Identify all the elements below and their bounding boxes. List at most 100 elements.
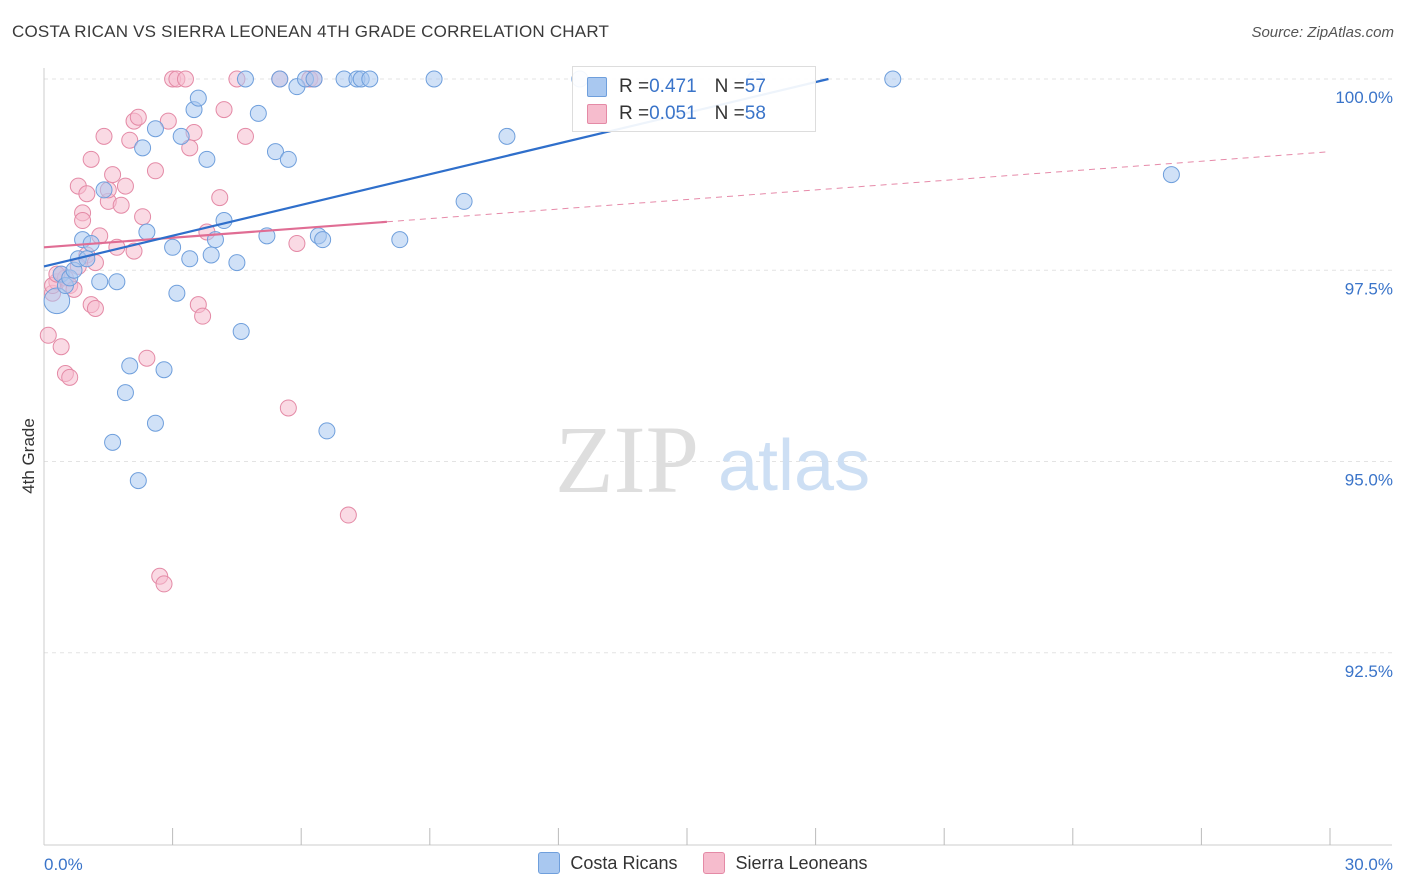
costa-rican-point bbox=[425, 70, 443, 88]
costa-rican-point bbox=[391, 231, 409, 249]
sierra-leonean-point bbox=[82, 150, 100, 168]
series-legend: Costa Ricans Sierra Leoneans bbox=[0, 852, 1406, 874]
costa-rican-point bbox=[305, 70, 323, 88]
sierra-leonean-point bbox=[138, 349, 156, 367]
sierra-leonean-point bbox=[74, 212, 92, 230]
costa-rican-point bbox=[164, 238, 182, 256]
stats-legend: R = 0.471 N = 57 R = 0.051 N = 58 bbox=[572, 66, 816, 132]
costa-rican-point bbox=[78, 250, 96, 268]
costa-rican-point bbox=[198, 150, 216, 168]
x-tick-label: 0.0% bbox=[44, 855, 83, 874]
costa-rican-point bbox=[1162, 166, 1180, 184]
costa-rican-point bbox=[189, 89, 207, 107]
costa-rican-point bbox=[314, 231, 332, 249]
legend-r-label: R = bbox=[619, 76, 650, 97]
legend-n-label: N = bbox=[714, 103, 745, 124]
costa-rican-point bbox=[121, 357, 139, 375]
costa-rican-point bbox=[138, 223, 156, 241]
costa-rican-point bbox=[498, 127, 516, 145]
legend-r-value: 0.471 bbox=[649, 76, 697, 97]
y-tick-label: 95.0% bbox=[1345, 471, 1393, 490]
chart-title: COSTA RICAN VS SIERRA LEONEAN 4TH GRADE … bbox=[12, 22, 610, 41]
costa-rican-point bbox=[318, 422, 336, 440]
sierra-leonean-point bbox=[129, 108, 147, 126]
x-tick-label: 30.0% bbox=[1345, 855, 1393, 874]
legend-row-sierra-leoneans: R = 0.051 N = 58 bbox=[587, 102, 766, 126]
costa-rican-point bbox=[91, 273, 109, 291]
costa-rican-point bbox=[236, 70, 254, 88]
legend-swatch-blue bbox=[538, 852, 561, 874]
costa-rican-point bbox=[271, 70, 289, 88]
legend-r-value: 0.051 bbox=[649, 103, 697, 124]
costa-rican-point bbox=[266, 143, 284, 161]
costa-rican-point bbox=[361, 70, 379, 88]
sierra-leonean-point bbox=[134, 208, 152, 226]
costa-rican-point bbox=[232, 322, 250, 340]
y-axis-title: 4th Grade bbox=[19, 418, 38, 494]
legend-n-label: N = bbox=[714, 76, 745, 97]
costa-rican-point bbox=[249, 104, 267, 122]
legend-n-value: 58 bbox=[744, 103, 766, 124]
legend-swatch-blue bbox=[587, 77, 607, 97]
legend-row-costa-ricans: R = 0.471 N = 57 bbox=[587, 75, 766, 99]
sierra-leonean-point bbox=[211, 189, 229, 207]
sierra-leonean-point bbox=[39, 326, 57, 344]
legend-item-costa-ricans[interactable]: Costa Ricans bbox=[538, 852, 677, 874]
costa-rican-point bbox=[215, 212, 233, 230]
y-tick-label: 100.0% bbox=[1335, 88, 1393, 107]
sierra-leonean-point bbox=[125, 242, 143, 260]
legend-label-costa-ricans: Costa Ricans bbox=[570, 852, 678, 873]
sierra-leonean-point bbox=[104, 166, 122, 184]
sierra-leonean-point bbox=[121, 131, 139, 149]
costa-rican-point bbox=[129, 472, 147, 490]
legend-swatch-pink bbox=[703, 852, 726, 874]
sierra-leonean-point bbox=[155, 575, 173, 593]
y-tick-label: 97.5% bbox=[1345, 279, 1393, 298]
sierra-leonean-point bbox=[78, 185, 96, 203]
sierra-leonean-point bbox=[215, 101, 233, 119]
legend-n-value: 57 bbox=[744, 76, 766, 97]
sierra-leonean-point bbox=[116, 177, 134, 195]
sierra-leonean-point bbox=[339, 506, 357, 524]
costa-rican-point bbox=[155, 361, 173, 379]
legend-label-sierra-leoneans: Sierra Leoneans bbox=[735, 852, 868, 873]
sierra-leonean-point bbox=[288, 234, 306, 252]
costa-rican-point bbox=[228, 254, 246, 272]
y-tick-label: 92.5% bbox=[1345, 662, 1393, 681]
costa-rican-point bbox=[104, 433, 122, 451]
sierra-leonean-point bbox=[61, 368, 79, 386]
sierra-leonean-point bbox=[279, 399, 297, 417]
costa-rican-point bbox=[279, 150, 297, 168]
sierra-leonean-point bbox=[86, 300, 104, 317]
sierra-leonean-point bbox=[146, 162, 164, 180]
costa-rican-point bbox=[146, 414, 164, 432]
source-label: Source: ZipAtlas.com bbox=[1251, 24, 1394, 41]
sierra-leonean-point bbox=[194, 307, 212, 325]
costa-rican-point bbox=[108, 273, 126, 291]
costa-rican-point bbox=[43, 287, 71, 315]
costa-rican-point bbox=[181, 250, 199, 268]
costa-rican-point bbox=[202, 246, 220, 264]
costa-rican-point bbox=[455, 192, 473, 210]
watermark-atlas: atlas bbox=[718, 426, 870, 506]
sierra-leonean-point bbox=[95, 127, 113, 145]
sierra-leonean-point bbox=[236, 127, 254, 145]
sierra-leonean-point bbox=[159, 112, 177, 130]
sierra-leonean-point bbox=[112, 196, 130, 214]
costa-rican-point bbox=[172, 127, 190, 145]
series-sierra-leoneans bbox=[39, 70, 357, 593]
legend-r-label: R = bbox=[619, 103, 650, 124]
costa-rican-point bbox=[116, 384, 134, 402]
watermark-zip: ZIP bbox=[555, 406, 699, 513]
legend-swatch-pink bbox=[587, 104, 607, 124]
sierra-leonean-trend-line bbox=[43, 220, 388, 249]
sierra-leonean-point bbox=[52, 338, 70, 356]
costa-rican-point bbox=[146, 120, 164, 138]
costa-rican-point bbox=[134, 139, 152, 157]
legend-item-sierra-leoneans[interactable]: Sierra Leoneans bbox=[703, 852, 868, 874]
costa-rican-point bbox=[884, 70, 902, 88]
costa-rican-point bbox=[95, 181, 113, 199]
sierra-leonean-point bbox=[176, 70, 194, 88]
costa-rican-point bbox=[168, 284, 186, 302]
